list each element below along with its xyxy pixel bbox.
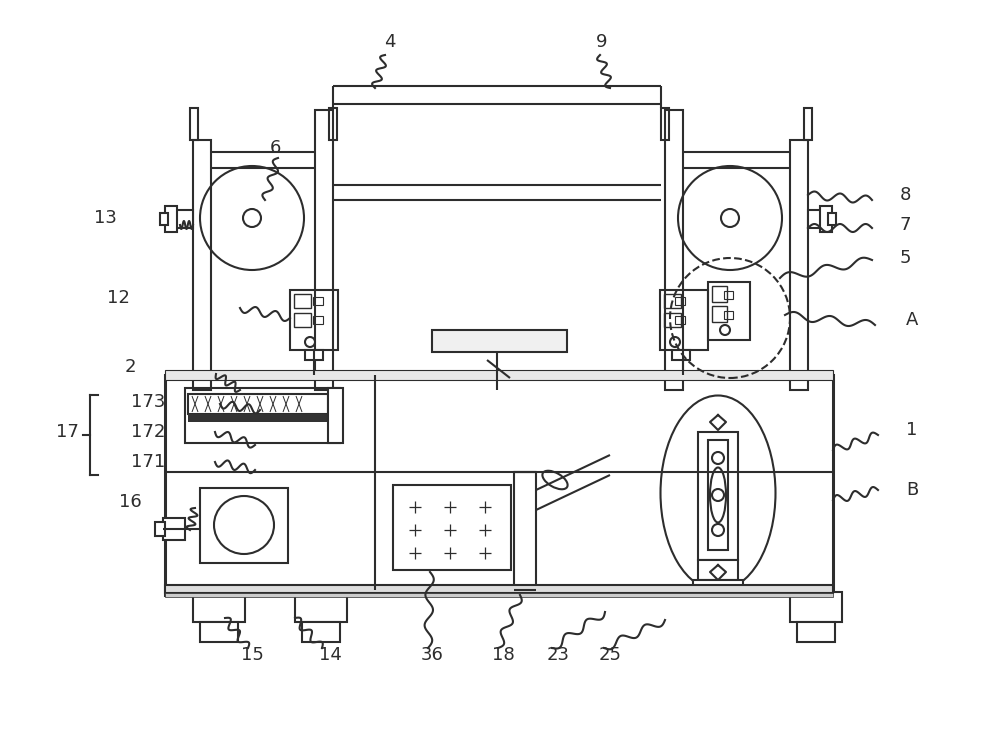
- Bar: [790, 140, 808, 390]
- Bar: [165, 585, 833, 593]
- Bar: [514, 472, 536, 590]
- Text: 8: 8: [899, 186, 911, 204]
- Bar: [188, 394, 328, 414]
- Bar: [163, 518, 185, 540]
- Bar: [708, 440, 728, 550]
- Text: 13: 13: [94, 209, 116, 227]
- Text: 16: 16: [119, 493, 141, 511]
- Text: 15: 15: [241, 646, 263, 664]
- Bar: [290, 290, 338, 350]
- Bar: [675, 316, 685, 324]
- Bar: [294, 294, 311, 308]
- Bar: [329, 108, 337, 140]
- Bar: [698, 432, 738, 560]
- Text: 12: 12: [107, 289, 129, 307]
- Circle shape: [305, 337, 315, 347]
- Bar: [155, 522, 165, 536]
- Text: B: B: [906, 481, 918, 499]
- Text: 36: 36: [421, 646, 443, 664]
- Text: 2: 2: [124, 358, 136, 376]
- Bar: [193, 140, 211, 390]
- Bar: [295, 592, 347, 622]
- Bar: [664, 294, 681, 308]
- Bar: [665, 110, 683, 390]
- Bar: [724, 291, 733, 299]
- Text: 4: 4: [384, 33, 396, 51]
- Text: 18: 18: [492, 646, 514, 664]
- Bar: [808, 210, 825, 228]
- Bar: [176, 210, 193, 228]
- Bar: [188, 414, 328, 422]
- Bar: [165, 375, 833, 595]
- Text: A: A: [906, 311, 918, 329]
- Text: 171: 171: [131, 453, 165, 471]
- Bar: [797, 622, 835, 642]
- Bar: [328, 388, 343, 443]
- Circle shape: [712, 524, 724, 536]
- Text: 25: 25: [598, 646, 622, 664]
- Circle shape: [712, 489, 724, 501]
- Text: 14: 14: [319, 646, 341, 664]
- Bar: [165, 206, 177, 232]
- Bar: [698, 560, 738, 580]
- Bar: [790, 592, 842, 622]
- Text: 23: 23: [546, 646, 570, 664]
- Bar: [675, 297, 685, 305]
- Text: 172: 172: [131, 423, 165, 441]
- Bar: [664, 313, 681, 327]
- Bar: [294, 313, 311, 327]
- Text: 7: 7: [899, 216, 911, 234]
- Bar: [672, 350, 690, 360]
- Bar: [693, 580, 743, 592]
- Circle shape: [720, 325, 730, 335]
- Bar: [820, 206, 832, 232]
- Bar: [313, 316, 323, 324]
- Circle shape: [712, 452, 724, 464]
- Bar: [724, 311, 733, 319]
- Circle shape: [670, 337, 680, 347]
- Bar: [315, 110, 333, 390]
- Bar: [828, 213, 836, 225]
- Bar: [661, 108, 669, 140]
- Bar: [305, 350, 323, 360]
- Bar: [708, 282, 750, 340]
- Text: 1: 1: [906, 421, 918, 439]
- Text: 9: 9: [596, 33, 608, 51]
- Bar: [185, 388, 340, 443]
- Bar: [804, 108, 812, 140]
- Bar: [200, 488, 288, 563]
- Text: 5: 5: [899, 249, 911, 267]
- Bar: [313, 297, 323, 305]
- Bar: [165, 593, 833, 597]
- Bar: [393, 485, 511, 570]
- Bar: [660, 290, 708, 350]
- Bar: [432, 330, 567, 352]
- Bar: [193, 592, 245, 622]
- Bar: [200, 622, 238, 642]
- Bar: [165, 370, 833, 380]
- Bar: [712, 306, 727, 322]
- Bar: [190, 108, 198, 140]
- Text: 173: 173: [131, 393, 165, 411]
- Text: 17: 17: [56, 423, 78, 441]
- Bar: [160, 213, 168, 225]
- Bar: [712, 286, 727, 302]
- Text: 6: 6: [269, 139, 281, 157]
- Bar: [302, 622, 340, 642]
